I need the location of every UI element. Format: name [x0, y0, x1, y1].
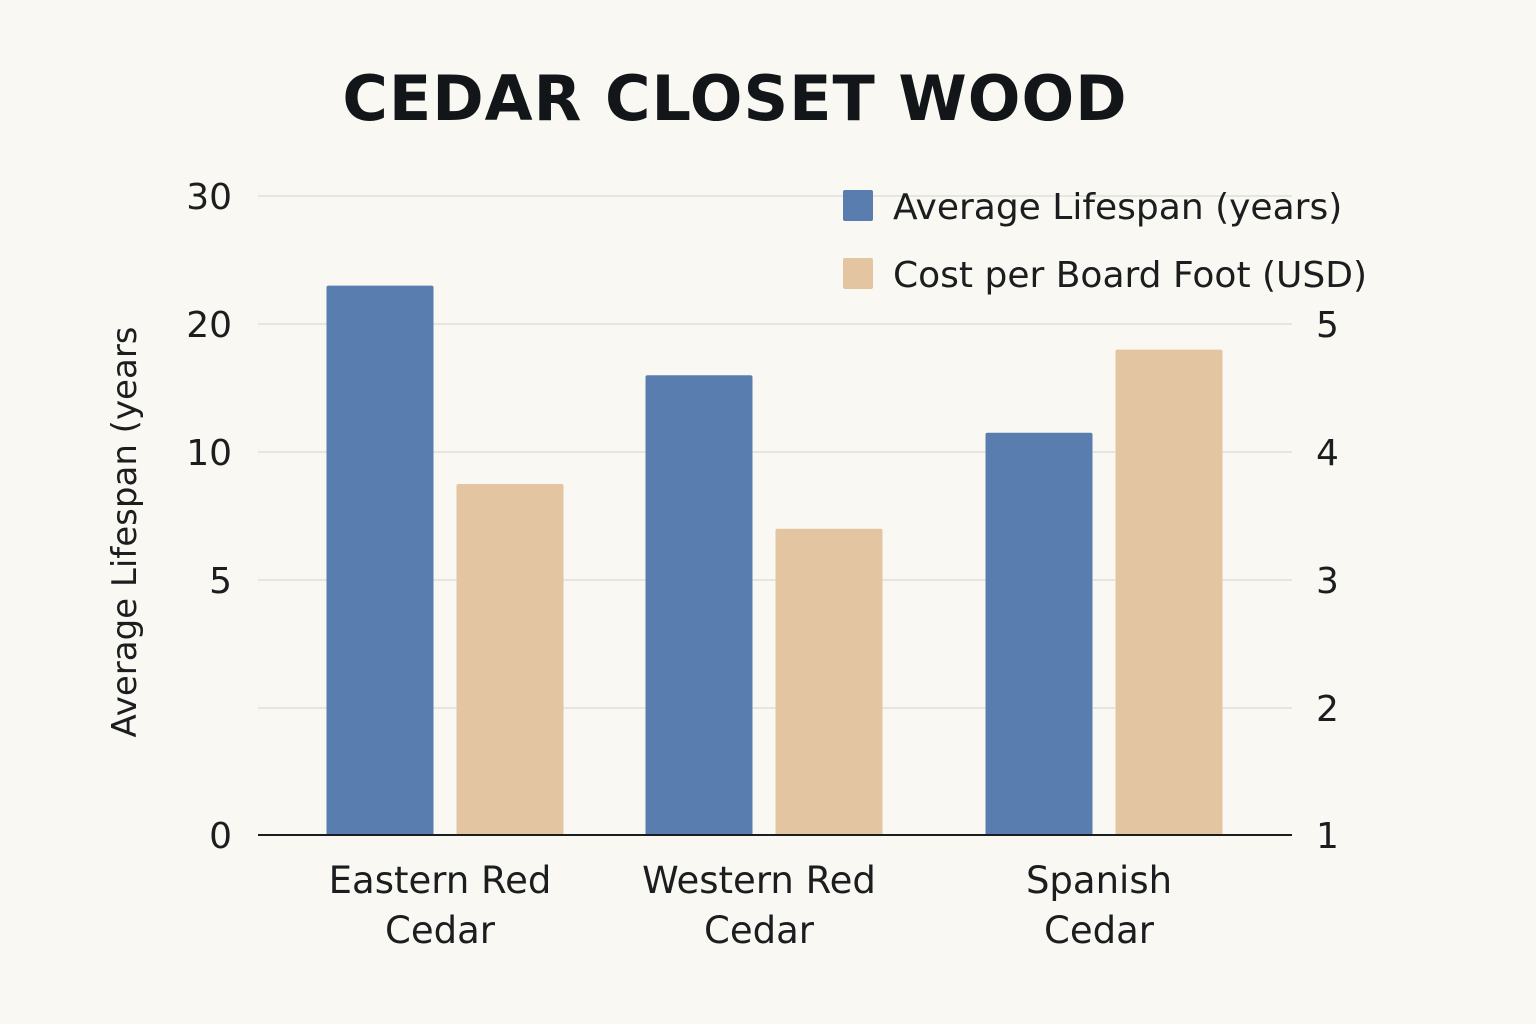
legend-label: Average Lifespan (years)	[893, 187, 1342, 228]
x-tick-label: Spanish	[1026, 859, 1172, 902]
y-right-tick-label: 2	[1316, 689, 1339, 730]
y-left-axis-title: Average Lifespan (years	[105, 326, 145, 737]
y-left-tick-label: 5	[209, 561, 232, 602]
x-tick-label: Western Red	[642, 859, 876, 902]
bar-lifespan	[645, 375, 753, 835]
y-right-tick-label: 4	[1316, 433, 1339, 474]
y-left-tick-label: 30	[186, 177, 232, 218]
bar-cost	[456, 484, 564, 835]
legend-label: Cost per Board Foot (USD)	[893, 255, 1367, 296]
chart-title: CEDAR CLOSET WOOD	[342, 62, 1128, 135]
y-left-tick-label: 0	[209, 816, 232, 857]
x-tick-label: Cedar	[1044, 909, 1155, 952]
x-tick-label: Cedar	[385, 909, 496, 952]
y-right-tick-label: 1	[1316, 816, 1339, 857]
bar-lifespan	[326, 285, 434, 836]
bar-cost	[1115, 349, 1223, 835]
y-right-tick-label: 5	[1316, 305, 1339, 346]
x-tick-label: Eastern Red	[329, 859, 552, 902]
bar-lifespan	[985, 432, 1093, 835]
x-tick-label: Cedar	[704, 909, 815, 952]
legend-swatch	[843, 258, 873, 289]
legend-swatch	[843, 190, 873, 221]
y-left-tick-label: 20	[186, 305, 232, 346]
bar-cost	[775, 528, 883, 835]
y-right-tick-label: 3	[1316, 561, 1339, 602]
y-left-tick-label: 10	[186, 433, 232, 474]
